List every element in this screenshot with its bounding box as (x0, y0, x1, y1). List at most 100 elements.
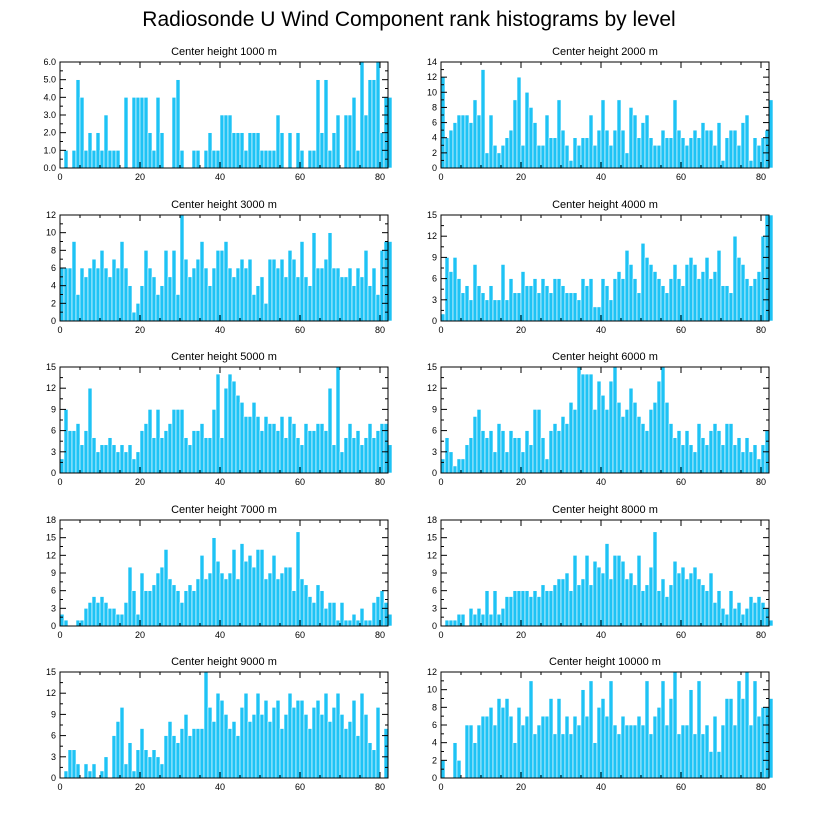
bar (371, 267, 377, 322)
bar (239, 543, 245, 627)
histogram-chart: Center height 1000 m 0 20 40 60 80 0.0 1.0 2.0 3.… (43, 46, 393, 182)
bar (696, 680, 702, 779)
bar (267, 423, 273, 474)
bar (75, 763, 81, 779)
bar (464, 285, 470, 322)
bar (548, 430, 554, 474)
bar (560, 578, 566, 627)
x-tick-label: 0 (57, 172, 62, 182)
bar (660, 578, 666, 627)
y-tick-label: 9 (51, 568, 56, 578)
bar (612, 278, 618, 322)
bar (576, 299, 582, 322)
bar (676, 278, 682, 322)
x-tick-label: 80 (375, 782, 385, 792)
bar (612, 724, 618, 779)
x-tick-label: 40 (215, 477, 225, 487)
bar (516, 437, 522, 474)
y-tick-label: 4.0 (43, 92, 56, 102)
bar (227, 728, 233, 779)
bar (63, 619, 69, 627)
bar (239, 707, 245, 779)
bar (740, 613, 746, 627)
bar (59, 458, 65, 474)
bar (632, 724, 638, 779)
x-tick-label: 80 (375, 325, 385, 335)
y-tick-label: 6 (51, 731, 56, 741)
bar (83, 276, 89, 322)
bar (175, 742, 181, 779)
x-tick-label: 20 (135, 782, 145, 792)
bar (203, 578, 209, 627)
bar (335, 267, 341, 322)
bar (299, 241, 305, 322)
y-tick-label: 12 (427, 72, 437, 82)
bar (147, 756, 153, 779)
bar (59, 613, 65, 627)
bar (732, 724, 738, 779)
y-tick-label: 4 (51, 281, 56, 291)
bar (255, 692, 261, 779)
bar (119, 444, 125, 474)
bar (512, 742, 518, 779)
bar (207, 707, 213, 779)
bar (183, 258, 189, 322)
bar (331, 267, 337, 322)
bar (259, 549, 265, 627)
bar (355, 150, 361, 169)
bar (175, 79, 181, 169)
bar (95, 602, 101, 627)
bar (275, 267, 281, 322)
bar (347, 267, 353, 322)
panel-title: Center height 1000 m (171, 46, 277, 58)
bar (508, 596, 514, 627)
bar (67, 749, 73, 779)
bar (87, 602, 93, 627)
bar (75, 79, 81, 169)
bar (175, 409, 181, 474)
bar (307, 285, 313, 322)
bar (492, 724, 498, 779)
bar (708, 129, 714, 169)
panel-title: Center height 7000 m (171, 504, 277, 516)
x-tick-label: 20 (516, 325, 526, 335)
bar (163, 250, 169, 322)
bar (155, 572, 161, 627)
y-tick-label: 6 (432, 586, 437, 596)
bar (327, 602, 333, 627)
bar (355, 619, 361, 627)
bar (652, 715, 658, 779)
bar (540, 715, 546, 779)
x-tick-label: 0 (438, 782, 443, 792)
bar (440, 458, 446, 474)
bar (283, 566, 289, 627)
bar (748, 724, 754, 779)
bar (367, 285, 373, 322)
panel-4000m: Center height 4000 m 0 20 40 60 80 0 3 6 9 12 15 (409, 195, 799, 345)
bar (347, 619, 353, 627)
bar (484, 299, 490, 322)
bar (287, 132, 293, 169)
y-tick-label: 15 (427, 210, 437, 220)
bar (752, 602, 758, 627)
bar (151, 749, 157, 779)
bar (556, 99, 562, 169)
bar (283, 276, 289, 322)
bar (287, 416, 293, 474)
bar (544, 590, 550, 627)
bar (664, 137, 670, 169)
bar (123, 267, 129, 322)
bar (239, 132, 245, 169)
bar (331, 707, 337, 779)
x-tick-label: 40 (596, 782, 606, 792)
bar (231, 380, 237, 474)
bar (119, 707, 125, 779)
bar (123, 451, 129, 474)
bar (99, 150, 105, 169)
bar (183, 714, 189, 779)
bar (363, 250, 369, 322)
y-tick-label: 6 (432, 274, 437, 284)
bar (63, 267, 69, 322)
y-tick-label: 10 (427, 87, 437, 97)
bar (568, 292, 574, 322)
